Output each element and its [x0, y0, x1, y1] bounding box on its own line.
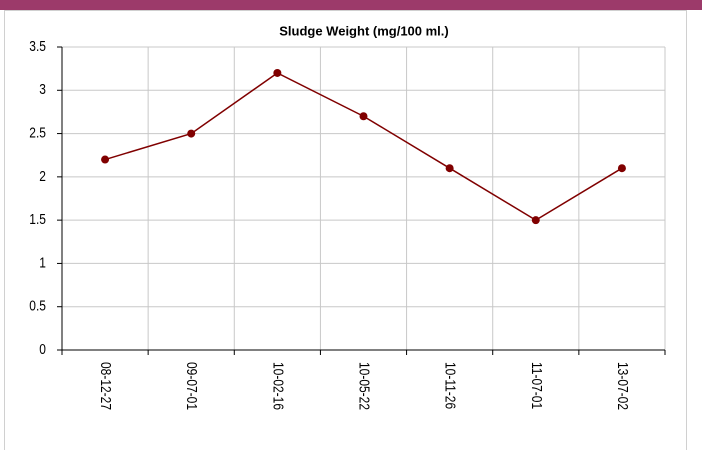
- point: [445, 164, 454, 173]
- point: [359, 112, 368, 121]
- header-bar: [0, 0, 702, 10]
- y-tick-label: 1.5: [29, 211, 46, 228]
- point: [617, 164, 626, 173]
- y-tick-label: 3.5: [29, 38, 46, 55]
- y-tick-label: 2: [39, 168, 46, 185]
- x-tick-label: 10-05-22: [356, 362, 373, 410]
- point: [531, 216, 540, 225]
- x-tick-label: 10-11-26: [442, 362, 459, 409]
- point: [187, 129, 196, 138]
- chart-title: Sludge Weight (mg/100 ml.): [279, 23, 449, 38]
- x-tick-label: 10-02-16: [270, 362, 287, 410]
- y-tick-label: 0.5: [29, 297, 46, 314]
- x-tick-label: 08-12-27: [98, 362, 115, 410]
- chart-frame: [4, 10, 687, 450]
- y-tick-label: 3: [39, 81, 46, 98]
- point: [101, 155, 110, 164]
- x-tick-label: 11-07-01: [529, 362, 546, 409]
- y-tick-label: 2.5: [29, 124, 46, 141]
- y-tick-label: 0: [39, 341, 46, 358]
- y-tick-label: 1: [39, 254, 46, 271]
- x-tick-label: 13-07-02: [615, 362, 632, 410]
- x-tick-label: 09-07-01: [184, 362, 201, 410]
- point: [273, 68, 282, 77]
